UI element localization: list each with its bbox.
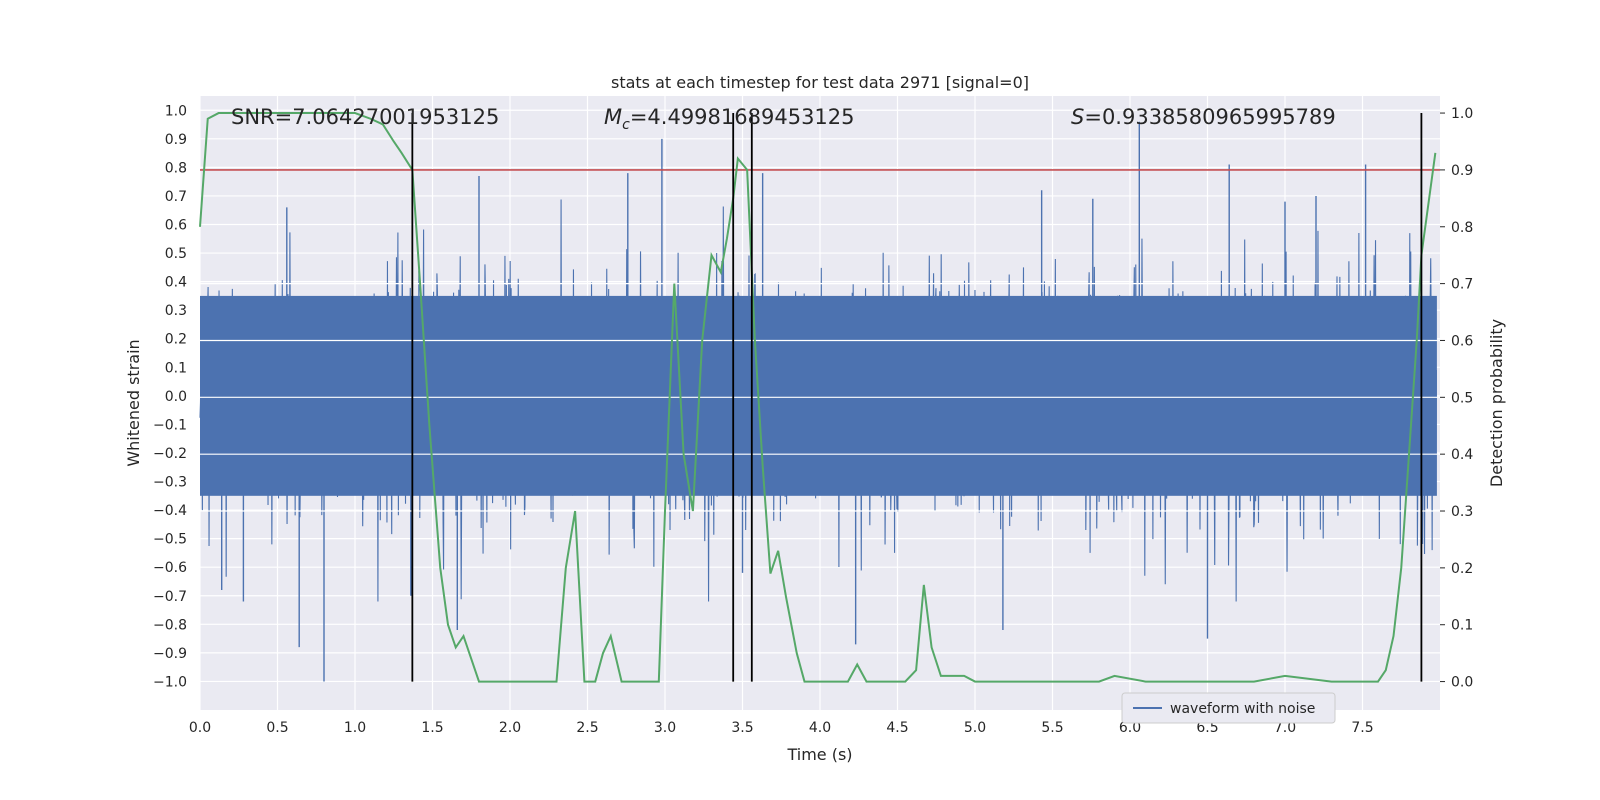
s-symbol: S (1071, 105, 1084, 129)
x-tick-label: 6.5 (1196, 720, 1218, 736)
x-tick-label: 3.0 (654, 720, 676, 736)
y-tick-label: −1.0 (153, 674, 187, 690)
waveform-core-band (200, 295, 1437, 496)
legend: waveform with noise (1121, 692, 1336, 724)
right-axis-grid-lines (200, 283, 1440, 512)
x-tick-label: 2.5 (576, 720, 598, 736)
y-tick-label: −0.6 (153, 560, 187, 576)
right-y-tick-label: 0.2 (1451, 561, 1473, 577)
y-tick-label: 0.6 (165, 218, 187, 234)
x-tick-label: 0.0 (189, 720, 211, 736)
y-tick-label: 1.0 (165, 103, 187, 119)
y-tick-label: 0.7 (165, 189, 187, 205)
x-tick-label: 7.5 (1351, 720, 1373, 736)
right-y-tick-label: 0.9 (1451, 163, 1473, 179)
chart-title: stats at each timestep for test data 297… (611, 73, 1029, 92)
right-y-axis-ticks: 1.0 0.9 0.8 0.7 0.6 0.5 0.4 0.3 0.2 0.1 0.0 (1440, 106, 1473, 691)
y-axis-label: Whitened strain (124, 339, 143, 466)
y-tick-label: −0.8 (153, 617, 187, 633)
right-y-tick-label: 0.3 (1451, 504, 1473, 520)
x-tick-label: 2.0 (499, 720, 521, 736)
y-tick-label: 0.8 (165, 160, 187, 176)
right-y-tick-label: 0.5 (1451, 390, 1473, 406)
snr-annotation: SNR=7.06427001953125 (231, 105, 499, 129)
y-tick-label: −0.9 (153, 646, 187, 662)
x-axis-label: Time (s) (786, 745, 852, 764)
y-tick-label: −0.7 (153, 589, 187, 605)
probability-series (199, 112, 1437, 683)
right-y-tick-label: 0.8 (1451, 220, 1473, 236)
s-annotation: S=0.9338580965995789 (1071, 105, 1336, 129)
right-y-axis-label: Detection probability (1487, 319, 1506, 487)
y-tick-label: 0.1 (165, 360, 187, 376)
waveform-series (199, 121, 1437, 682)
right-y-tick-label: 0.7 (1451, 277, 1473, 293)
y-tick-label: −0.3 (153, 475, 187, 491)
x-tick-label: 1.0 (344, 720, 366, 736)
y-tick-label: −0.1 (153, 417, 187, 433)
right-y-tick-label: 0.4 (1451, 447, 1473, 463)
x-tick-label: 3.5 (731, 720, 753, 736)
x-tick-label: 1.5 (421, 720, 443, 736)
chirp-mass-symbol: M (604, 105, 622, 129)
y-tick-label: 0.9 (165, 132, 187, 148)
vertical-marker-lines (411, 113, 1423, 682)
right-y-tick-label: 0.6 (1451, 333, 1473, 349)
legend-box (1121, 692, 1336, 724)
y-axis-ticks: 1.0 0.9 0.8 0.7 0.6 0.5 0.4 0.3 0.2 0.1 0.0 −0.1 −0.… (153, 103, 187, 690)
y-tick-label: 0.0 (165, 389, 187, 405)
y-tick-label: 0.4 (165, 275, 187, 291)
y-tick-label: 0.5 (165, 246, 187, 262)
x-tick-label: 7.0 (1274, 720, 1296, 736)
chirp-mass-value: =4.49981689453125 (630, 105, 855, 129)
x-tick-label: 4.0 (809, 720, 831, 736)
y-tick-label: −0.4 (153, 503, 187, 519)
x-tick-label: 5.0 (964, 720, 986, 736)
y-tick-label: 0.2 (165, 332, 187, 348)
right-y-tick-label: 1.0 (1451, 106, 1473, 122)
x-tick-label: 0.5 (266, 720, 288, 736)
x-tick-label: 6.0 (1119, 720, 1141, 736)
legend-label: waveform with noise (1170, 701, 1315, 717)
x-axis-ticks: 0.0 0.5 1.0 1.5 2.0 2.5 3.0 3.5 4.0 4.5 5.0 5.5 6.0 6… (189, 720, 1374, 736)
probability-line (199, 112, 1437, 683)
chirp-mass-subscript: c (622, 117, 630, 133)
s-value: =0.9338580965995789 (1084, 105, 1335, 129)
right-y-tick-label: 0.1 (1451, 618, 1473, 634)
right-y-tick-label: 0.0 (1451, 675, 1473, 691)
y-tick-label: −0.2 (153, 446, 187, 462)
x-tick-label: 4.5 (886, 720, 908, 736)
x-tick-label: 5.5 (1041, 720, 1063, 736)
chirp-mass-annotation: Mc=4.49981689453125 (604, 105, 855, 133)
y-tick-label: 0.3 (165, 303, 187, 319)
y-tick-label: −0.5 (153, 532, 187, 548)
